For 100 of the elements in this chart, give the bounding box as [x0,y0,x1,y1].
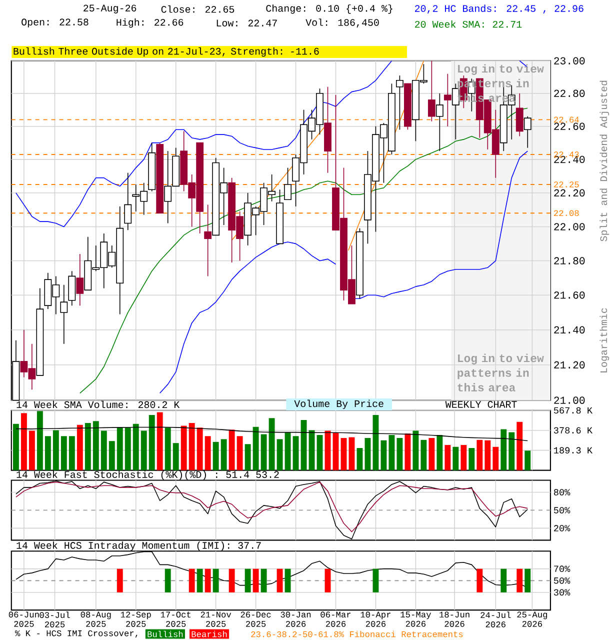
x-tick-label: 06-Mar 2026 [320,612,350,627]
y-axis-title: Split and Dividend Adjusted [600,80,609,242]
bar [20,413,27,470]
chart-title: 14 Week SMA Volume: 280.2 K [16,400,180,408]
candlestick [428,60,436,122]
bar [324,430,331,470]
bar [308,430,315,470]
candlestick [516,92,524,137]
bar [420,440,426,470]
bar [172,443,179,470]
bar [260,434,267,470]
candlestick [524,116,532,148]
bar [180,426,187,470]
bar [380,440,387,470]
bar [484,440,490,470]
bar [372,415,379,470]
bar [244,444,251,470]
y-tick-label: 70% [554,566,570,572]
bar [332,432,339,470]
bar [316,434,323,470]
bar [124,428,131,470]
bar [356,448,363,470]
y-tick-label: 21.00 [554,396,585,404]
text: 20 Week SMA: 22.71 [414,20,522,28]
x-tick-label: 24-Jul 2026 [480,612,511,628]
candlestick [204,204,212,277]
x-tick-label: 15-May 2026 [400,612,431,627]
x-tick-label: 26-Dec 2025 [240,612,271,627]
bar [508,432,514,470]
y-tick-label: 22.20 [554,189,585,197]
x-tick-label: 21-Nov 2025 [200,612,231,627]
candlestick [284,167,292,200]
candlestick [396,75,404,130]
bar [100,430,107,470]
bar [60,436,67,470]
bar [292,436,299,470]
ref-line-label: 22.64 [554,116,579,123]
text: 23.6-38.2-50-61.8% Fibonacci Retracements [251,630,463,638]
y-tick-label: 22.00 [554,223,585,230]
y-tick-label: 378.6 K [554,427,592,434]
bar [220,439,227,470]
text: Vol: 186,450 [305,18,379,28]
bar [164,428,171,470]
bar [44,436,51,470]
bar [460,444,466,470]
text: Open: 22.58 [21,18,88,28]
candlestick [444,73,452,127]
chart-title: 14 Week Fast Stochastic (%K)(%D) : 51.4 53.2 [16,470,279,480]
x-tick-label: 25-Aug 2026 [517,612,547,627]
bar [108,441,115,470]
bar [492,446,498,470]
candlestick [60,284,68,344]
candlestick [76,254,84,306]
text: Bearish [192,630,227,638]
bar [116,428,123,470]
bar [156,412,163,470]
text: Logarithmic [600,308,609,372]
bar [348,437,355,470]
bar [52,430,59,470]
ref-line-label: 22.25 [554,182,579,188]
y-tick-label: 567.8 K [554,407,592,414]
legend-title: % K - HCS IMI Crossover, [14,630,138,638]
x-tick-label: 18-Jun 2026 [439,612,470,627]
bar [476,440,482,470]
bar [212,442,219,470]
candlestick [436,92,444,152]
bar [436,434,442,470]
bar [404,433,410,470]
bar [524,450,530,470]
x-tick-label: 03-Jul 2025 [40,612,70,628]
bar [204,436,211,470]
bar [300,420,307,470]
y-tick-label: 21.60 [554,291,585,299]
candlestick [124,172,132,230]
y-tick-label: 50% [554,577,570,584]
y-tick-label: 20% [554,525,570,532]
bar [340,438,347,470]
x-tick-label: 10-Apr 2026 [360,612,390,627]
bar [452,446,458,470]
bar [500,429,506,470]
bar [76,424,83,470]
y-tick-label: 22.40 [554,156,585,164]
text: Close: 22.65 [161,5,234,13]
text: Change: 0.10 {+0.4 %} [266,4,392,14]
bar [364,438,371,470]
bar [428,438,434,470]
text: High: 22.66 [116,18,183,28]
bar [252,426,259,470]
bar [132,424,139,470]
bar [276,439,283,470]
y-tick-label: 22.60 [554,122,585,130]
bar [140,430,147,470]
x-tick-label: 06-Jun 2025 [8,612,39,627]
x-tick-label: 12-Sep 2025 [120,612,151,627]
bar [468,448,474,470]
y-tick-label: 21.80 [554,257,585,264]
bar [516,422,522,470]
bar [388,434,395,470]
y-tick-label: 30% [554,589,570,596]
ref-line-label: 22.43 [554,152,579,158]
